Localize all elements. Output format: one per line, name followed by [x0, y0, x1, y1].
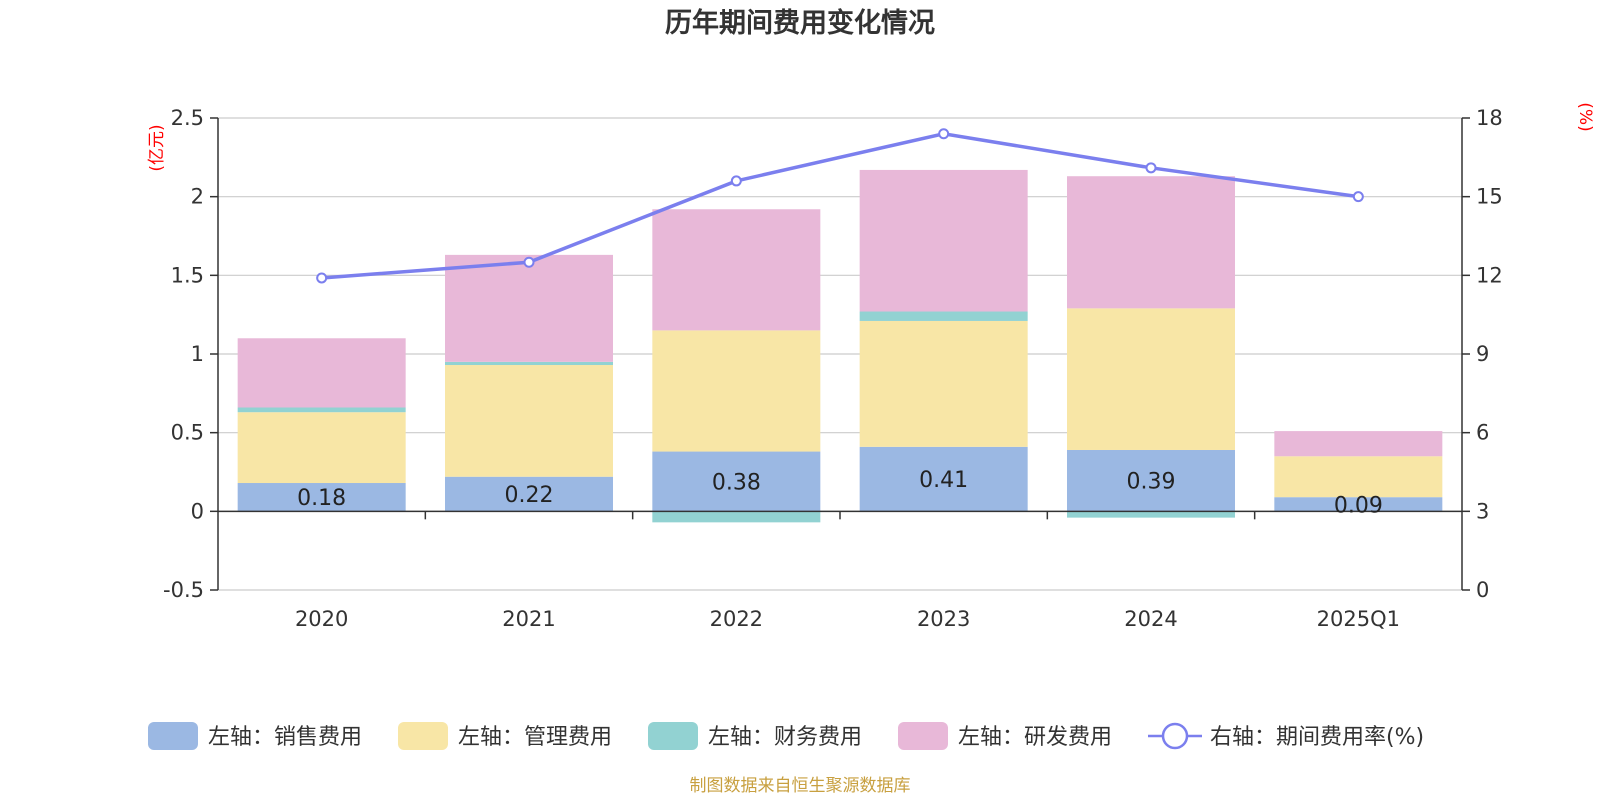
bar-s3-2025Q1: [1274, 431, 1443, 457]
legend-label-0: 左轴：销售费用: [208, 725, 362, 750]
rate-point-2022: [730, 175, 742, 187]
left-tick-label-6: 2.5: [171, 106, 204, 130]
bars-group: [237, 169, 1443, 523]
rate-line-group: [316, 128, 1364, 284]
x-tick-label-2021: 2021: [502, 607, 555, 631]
right-tick-label-0: 0: [1476, 578, 1489, 602]
axes: [210, 117, 1470, 591]
left-tick-label-5: 2: [191, 185, 204, 209]
legend-label-2: 左轴：财务费用: [708, 725, 862, 750]
bar-s2-2020: [237, 407, 406, 413]
bar-s2-2023: [859, 311, 1028, 321]
bar-s1-2023: [859, 320, 1028, 447]
right-tick-label-6: 18: [1476, 106, 1503, 130]
legend-swatch-1: [398, 722, 448, 750]
rate-point-2025Q1: [1352, 191, 1364, 203]
legend-label-3: 左轴：研发费用: [958, 725, 1112, 750]
rate-point-2021: [523, 256, 535, 268]
bar-s3-2024: [1067, 176, 1235, 309]
bar-s3-2023: [859, 169, 1028, 312]
left-tick-label-2: 0.5: [171, 421, 204, 445]
data-label-2023: 0.41: [919, 468, 968, 493]
left-tick-label-0: -0.5: [163, 578, 204, 602]
right-tick-label-2: 6: [1476, 421, 1489, 445]
tick-labels: -0.5 0 0.5 1 1.5 2 2.5 0 3 6 9 12 15 18 2020 2021 2022 20…: [163, 106, 1503, 631]
data-label-2024: 0.39: [1127, 470, 1176, 495]
data-label-2025Q1: 0.09: [1334, 493, 1383, 518]
legend: 左轴：销售费用 左轴：管理费用 左轴：财务费用 左轴：研发费用 右轴：期间费用率(%): [148, 722, 1424, 750]
legend-swatch-2: [648, 722, 698, 750]
bar-s0-2023: [859, 446, 1028, 512]
x-tick-label-2022: 2022: [710, 607, 763, 631]
legend-label-1: 左轴：管理费用: [458, 725, 612, 750]
bar-s3-2021: [445, 254, 613, 362]
bar-s1-2022: [652, 330, 821, 452]
bar-s0-2021: [445, 476, 613, 512]
bar-s2-2021: [445, 361, 613, 366]
left-tick-label-1: 0: [191, 499, 204, 523]
bar-s0-2025Q1: [1274, 497, 1443, 512]
data-label-2022: 0.38: [712, 470, 761, 495]
right-tick-label-5: 15: [1476, 185, 1503, 209]
x-tick-label-2024: 2024: [1124, 607, 1177, 631]
x-tick-label-2025Q1: 2025Q1: [1317, 607, 1400, 631]
legend-label-4: 右轴：期间费用率(%): [1210, 725, 1424, 750]
bar-s1-2024: [1067, 308, 1235, 450]
bar-s3-2020: [237, 338, 406, 408]
bar-s0-2024: [1067, 449, 1235, 512]
legend-circle-swatch: [1161, 722, 1189, 750]
legend-swatch-3: [898, 722, 948, 750]
data-label-2020: 0.18: [297, 486, 346, 511]
bar-s1-2021: [445, 365, 613, 477]
bar-s1-2020: [237, 412, 406, 484]
left-tick-label-3: 1: [191, 342, 204, 366]
chart-title: 历年期间费用变化情况: [665, 7, 935, 39]
data-label-2021: 0.22: [505, 483, 554, 508]
left-axis-unit: (亿元): [147, 124, 167, 171]
rate-point-2023: [938, 128, 950, 140]
left-tick-label-4: 1.5: [171, 263, 204, 287]
bar-s0-2020: [237, 483, 406, 512]
source-note: 制图数据来自恒生聚源数据库: [690, 776, 911, 796]
right-tick-label-3: 9: [1476, 342, 1489, 366]
x-tick-label-2023: 2023: [917, 607, 970, 631]
right-tick-label-4: 12: [1476, 263, 1503, 287]
rate-point-2020: [316, 272, 328, 284]
bar-s1-2025Q1: [1274, 456, 1443, 498]
x-tick-label-2020: 2020: [295, 607, 348, 631]
bar-s2-2024: [1067, 511, 1235, 518]
data-labels: 0.18 0.22 0.38 0.41 0.39 0.09: [297, 468, 1383, 518]
legend-swatch-0: [148, 722, 198, 750]
right-axis-unit: (%): [1575, 102, 1595, 131]
rate-point-2024: [1145, 162, 1157, 174]
right-tick-label-1: 3: [1476, 499, 1489, 523]
bar-s3-2022: [652, 209, 821, 331]
bar-s2-2022: [652, 511, 821, 523]
rate-line: [321, 131, 1359, 280]
bar-s0-2022: [652, 451, 821, 512]
